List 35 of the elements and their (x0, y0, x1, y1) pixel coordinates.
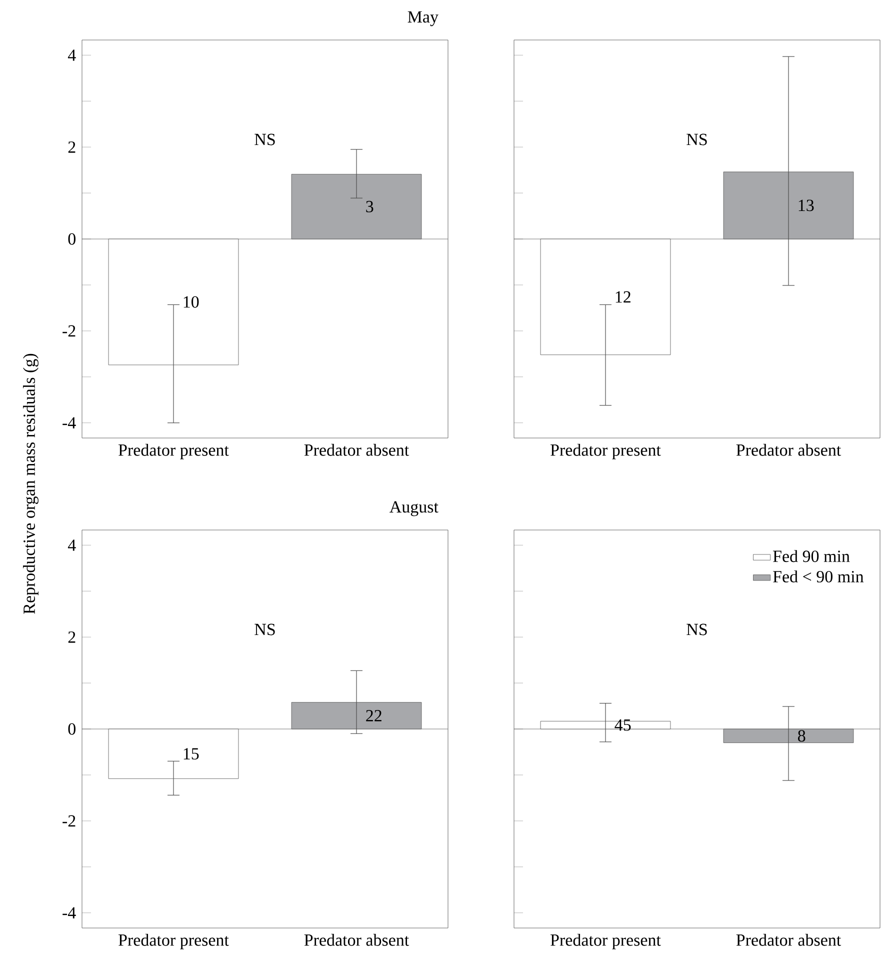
annotation: 12 (616, 291, 630, 303)
y-tick-label: -2 (62, 325, 76, 337)
annotation: 3 (366, 200, 374, 212)
x-tick-label: Predator absent (304, 934, 410, 946)
x-tick-label: Predator present (550, 934, 661, 950)
y-axis-title: Reproductive organ mass residuals (g) (23, 354, 38, 614)
y-tick-label: -4 (62, 417, 76, 428)
annotation: 45 (614, 719, 631, 731)
y-tick-label: 2 (68, 631, 76, 643)
annotation: 22 (366, 710, 382, 722)
annotation: NS (254, 624, 275, 636)
y-tick-label: -4 (62, 907, 76, 918)
x-tick-label: Predator present (550, 444, 661, 460)
annotation: NS (686, 134, 707, 146)
annotation: NS (254, 134, 275, 146)
x-tick-label: Predator present (118, 444, 229, 460)
legend-label: Fed < 90 min (773, 570, 864, 582)
y-tick-label: 2 (68, 141, 76, 153)
x-tick-label: Predator present (118, 934, 229, 950)
y-tick-label: 0 (68, 723, 76, 735)
x-tick-label: Predator absent (304, 444, 410, 456)
annotation: 15 (184, 748, 199, 760)
y-tick-label: 0 (68, 233, 76, 245)
annotation: 10 (184, 296, 199, 308)
y-tick-label: 4 (68, 540, 76, 551)
y-tick-label: -2 (62, 815, 76, 827)
legend-label: Fed 90 min (773, 550, 850, 562)
x-tick-label: Predator absent (736, 444, 842, 456)
annotation: NS (686, 624, 707, 636)
annotation: 13 (798, 200, 814, 212)
annotation: 8 (798, 730, 806, 742)
chart-title: August (390, 501, 438, 516)
x-tick-label: Predator absent (736, 934, 842, 946)
chart-title: May (408, 11, 438, 26)
y-tick-label: 4 (68, 50, 76, 61)
